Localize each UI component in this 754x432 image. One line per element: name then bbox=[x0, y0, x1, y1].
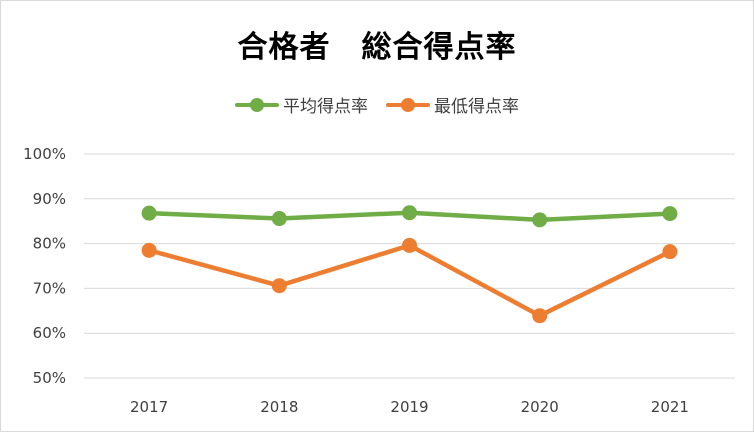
data-point-series-1 bbox=[271, 278, 287, 294]
legend-swatch-series-1 bbox=[386, 97, 430, 112]
data-point-series-1 bbox=[662, 244, 678, 260]
legend-marker-series-0 bbox=[250, 97, 264, 112]
data-point-series-0 bbox=[141, 205, 157, 221]
x-tick-label: 2017 bbox=[130, 398, 168, 416]
series-line-1 bbox=[146, 243, 673, 318]
legend-swatch-series-0 bbox=[235, 97, 279, 112]
legend: 平均得点率 最低得点率 bbox=[0, 92, 754, 117]
data-point-series-0 bbox=[271, 211, 287, 227]
data-point-series-0 bbox=[402, 205, 417, 221]
y-tick-label: 60% bbox=[33, 324, 66, 342]
x-tick-label: 2020 bbox=[521, 398, 559, 416]
x-tick-label: 2018 bbox=[260, 398, 298, 416]
legend-marker-series-1 bbox=[401, 97, 415, 112]
chart-title: 合格者 総合得点率 bbox=[237, 30, 517, 65]
legend-label-series-1: 最低得点率 bbox=[434, 97, 519, 117]
y-tick-label: 90% bbox=[33, 190, 66, 208]
data-point-series-1 bbox=[141, 242, 157, 258]
y-tick-label: 70% bbox=[33, 279, 66, 297]
x-tick-label: 2019 bbox=[390, 398, 428, 416]
legend-item-series-1: 最低得点率 bbox=[386, 92, 519, 117]
y-tick-label: 80% bbox=[33, 235, 66, 253]
legend-label-series-0: 平均得点率 bbox=[283, 97, 368, 117]
data-point-series-1 bbox=[532, 308, 548, 324]
data-point-series-0 bbox=[662, 206, 678, 222]
y-tick-label: 100% bbox=[23, 145, 66, 163]
data-point-series-0 bbox=[532, 212, 548, 228]
x-tick-label: 2021 bbox=[651, 398, 689, 416]
legend-item-series-0: 平均得点率 bbox=[235, 92, 368, 117]
y-tick-label: 50% bbox=[33, 369, 66, 387]
data-point-series-1 bbox=[402, 237, 417, 253]
